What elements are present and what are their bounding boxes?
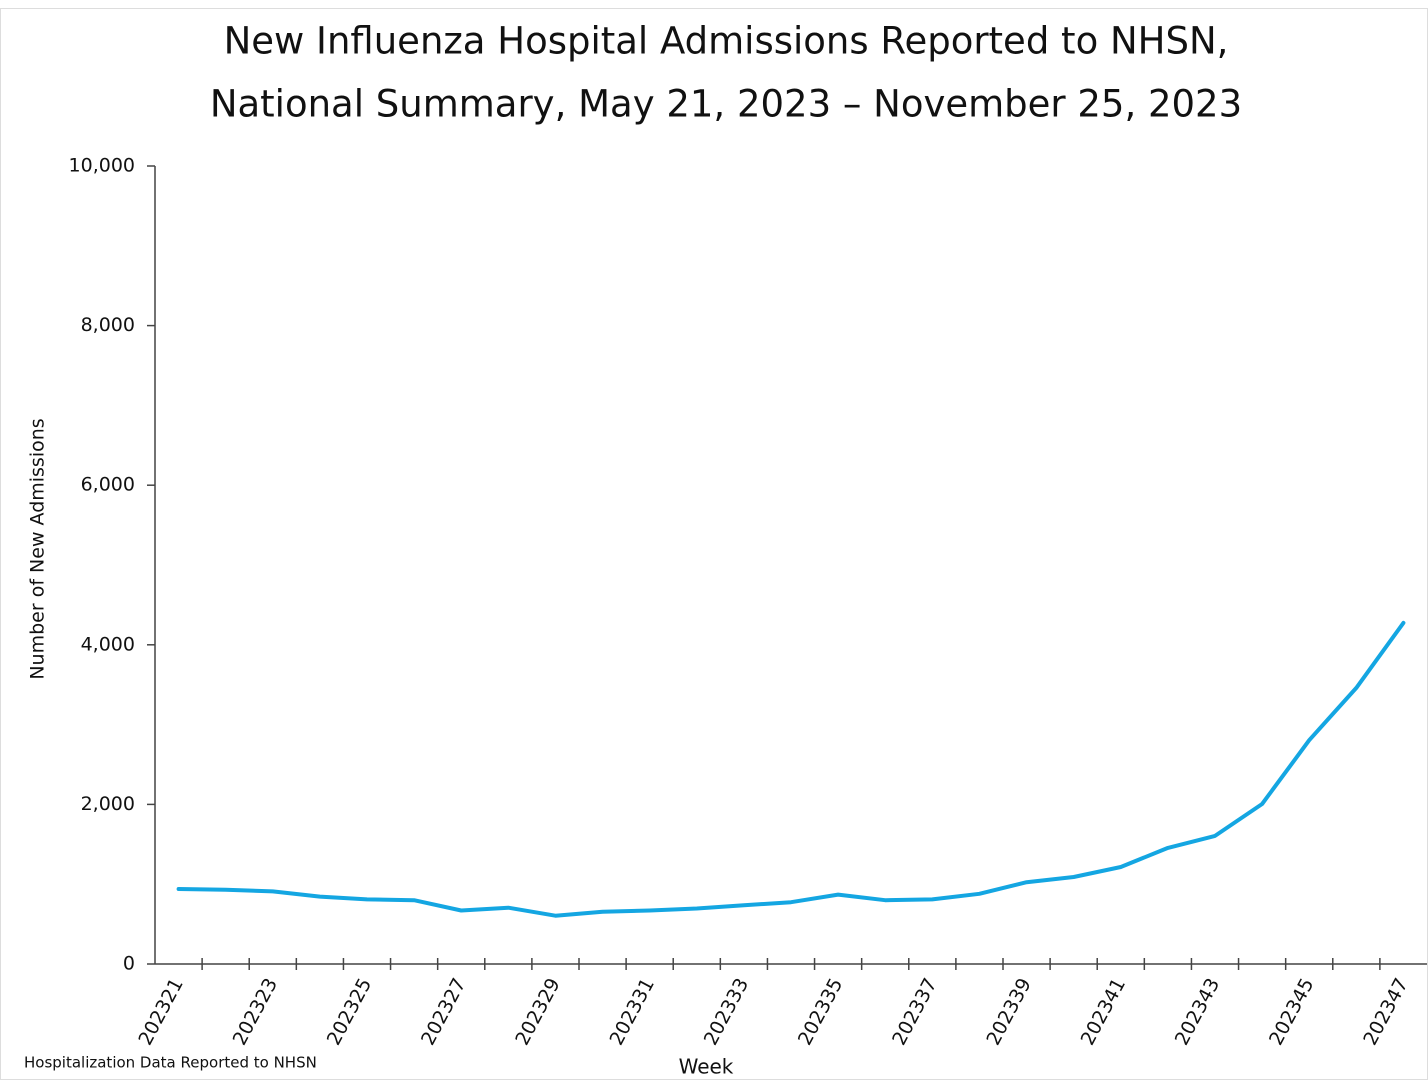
- series-line: [176, 620, 1406, 918]
- chart-frame: [0, 8, 1428, 1080]
- chart-title: National Summary, May 21, 2023 – Novembe…: [210, 83, 1242, 126]
- y-tick-label: 4,000: [81, 633, 135, 655]
- y-tick-label: 10,000: [69, 155, 135, 177]
- y-tick-label: 0: [123, 953, 135, 975]
- y-tick-label: 6,000: [81, 474, 135, 496]
- chart-title: New Influenza Hospital Admissions Report…: [224, 20, 1229, 63]
- y-tick-label: 8,000: [81, 314, 135, 336]
- x-axis-label: Week: [679, 1055, 734, 1079]
- y-axis-label: Number of New Admissions: [27, 418, 49, 679]
- y-tick-label: 2,000: [81, 793, 135, 815]
- footnote: Hospitalization Data Reported to NHSN: [24, 1054, 317, 1072]
